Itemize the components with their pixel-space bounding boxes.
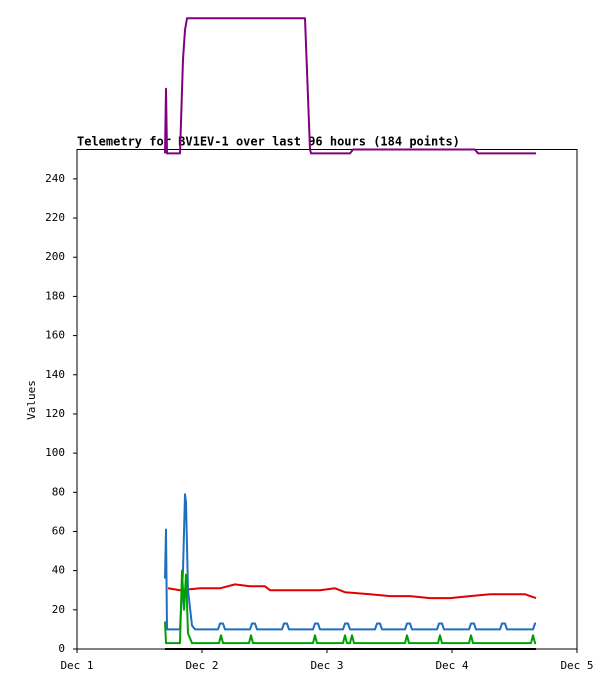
y-tick-label: 120 bbox=[45, 407, 65, 420]
y-tick-label: 240 bbox=[45, 172, 65, 185]
series-line bbox=[164, 17, 536, 155]
x-tick-label: Dec 5 bbox=[560, 659, 593, 672]
y-tick-label: 40 bbox=[52, 564, 65, 577]
y-tick-label: 100 bbox=[45, 446, 65, 459]
y-tick-label: 200 bbox=[45, 250, 65, 263]
series-line bbox=[167, 583, 537, 600]
y-tick-label: 180 bbox=[45, 289, 65, 302]
y-tick-label: 220 bbox=[45, 211, 65, 224]
y-tick-label: 60 bbox=[52, 524, 65, 537]
plot-frame bbox=[76, 149, 578, 650]
y-tick-label: 20 bbox=[52, 603, 65, 616]
x-tick-label: Dec 1 bbox=[60, 659, 93, 672]
x-tick-label: Dec 4 bbox=[435, 659, 468, 672]
series-line bbox=[164, 569, 536, 645]
x-tick-label: Dec 3 bbox=[310, 659, 343, 672]
y-axis-label: Values bbox=[25, 380, 38, 420]
y-tick-label: 160 bbox=[45, 329, 65, 342]
chart-title: Telemetry for BV1EV-1 over last 96 hours… bbox=[77, 135, 460, 149]
x-tick-label: Dec 2 bbox=[185, 659, 218, 672]
y-tick-label: 80 bbox=[52, 485, 65, 498]
y-tick-label: 0 bbox=[58, 642, 65, 655]
series-line bbox=[164, 493, 536, 631]
y-tick-label: 140 bbox=[45, 368, 65, 381]
